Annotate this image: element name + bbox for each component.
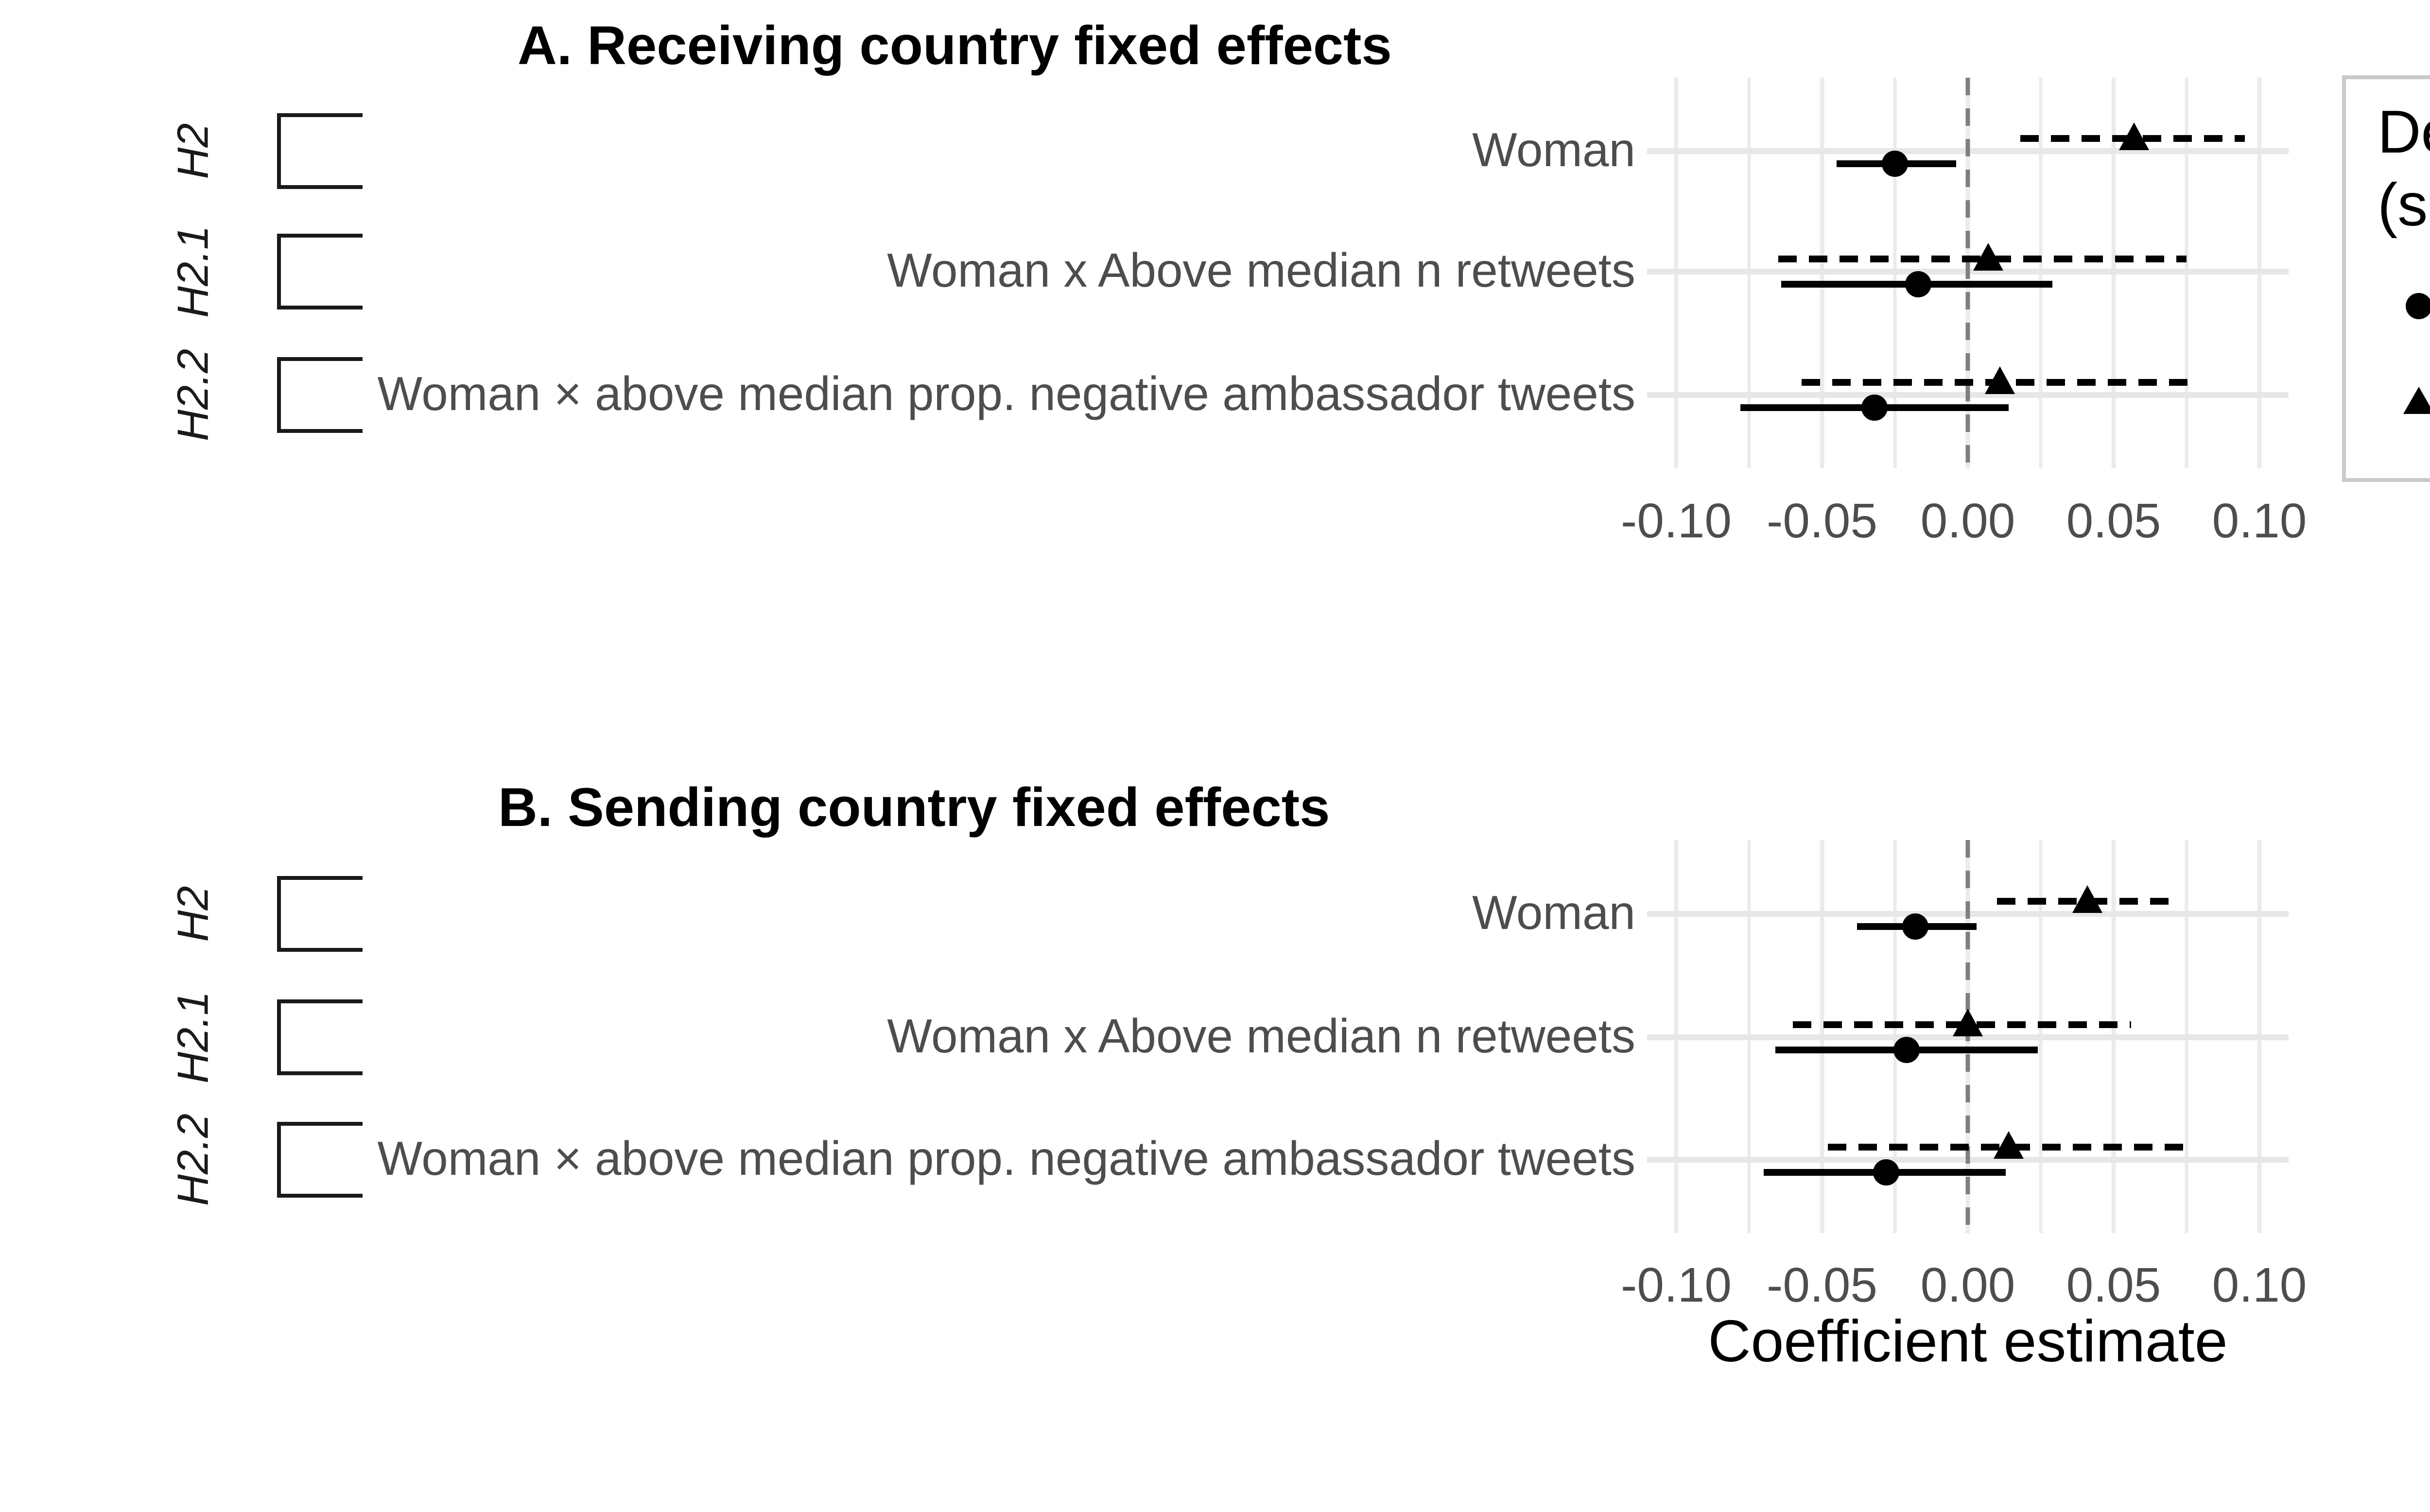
row-label: Woman x Above median n retweets [887, 243, 1635, 297]
point-negative-circle [1905, 271, 1931, 297]
plot-area-b [1647, 840, 2289, 1233]
hypothesis-label: H2.1 [169, 991, 218, 1084]
row-label: Woman [1472, 123, 1635, 177]
point-negative-circle [1873, 1159, 1899, 1186]
legend-title-line2: (sentiment) [2378, 172, 2430, 239]
plot-area-a [1647, 78, 2289, 468]
legend-box: Dependent variable(sentiment) negative p… [2342, 75, 2430, 482]
x-tick-label: 0.10 [2212, 1258, 2307, 1312]
row-label: Woman x Above median n retweets [887, 1009, 1635, 1063]
point-positive-triangle [1953, 1009, 1983, 1036]
hypothesis-label: H2.2 [169, 348, 218, 442]
x-tick-label: 0.05 [2066, 1258, 2161, 1312]
hypothesis-label: H2.1 [169, 225, 218, 318]
hypothesis-label: H2.2 [169, 1113, 218, 1206]
hypothesis-label: H2 [169, 123, 218, 179]
positive-triangle-icon [2403, 387, 2430, 414]
hypothesis-bracket [277, 234, 363, 309]
hypothesis-label: H2 [169, 886, 218, 942]
panel-a-title: A. Receiving country fixed effects [518, 15, 1392, 76]
x-tick-label: 0.00 [1920, 494, 2015, 548]
hypothesis-bracket [277, 357, 363, 433]
negative-circle-icon [2406, 293, 2430, 319]
legend-title-line1: Dependent variable [2378, 99, 2430, 166]
x-tick-label: 0.10 [2212, 494, 2307, 548]
point-negative-circle [1902, 913, 1928, 940]
point-positive-triangle [1973, 243, 2003, 271]
point-positive-triangle [2119, 122, 2149, 150]
row-label: Woman [1472, 886, 1635, 940]
x-tick-label: 0.00 [1920, 1258, 2015, 1312]
point-positive-triangle [1994, 1131, 2024, 1159]
row-label: Woman × above median prop. negative amba… [377, 367, 1635, 421]
hypothesis-bracket [277, 876, 363, 952]
point-negative-circle [1882, 151, 1908, 177]
x-axis-title: Coefficient estimate [1708, 1308, 2228, 1374]
x-tick-label: -0.05 [1767, 1258, 1877, 1312]
legend-title: Dependent variable (sentiment) [2378, 96, 2430, 241]
hypothesis-bracket [277, 113, 363, 189]
point-positive-triangle [2072, 885, 2102, 913]
hypothesis-bracket [277, 999, 363, 1075]
row-label: Woman × above median prop. negative amba… [377, 1132, 1635, 1186]
point-positive-triangle [1985, 366, 2015, 394]
panel-b-title: B. Sending country fixed effects [498, 777, 1330, 838]
point-negative-circle [1893, 1037, 1920, 1063]
x-tick-label: -0.10 [1621, 1258, 1732, 1312]
x-tick-label: 0.05 [2066, 494, 2161, 548]
point-negative-circle [1861, 395, 1888, 421]
x-tick-label: -0.05 [1767, 494, 1877, 548]
x-tick-label: -0.10 [1621, 494, 1732, 548]
hypothesis-bracket [277, 1122, 363, 1198]
